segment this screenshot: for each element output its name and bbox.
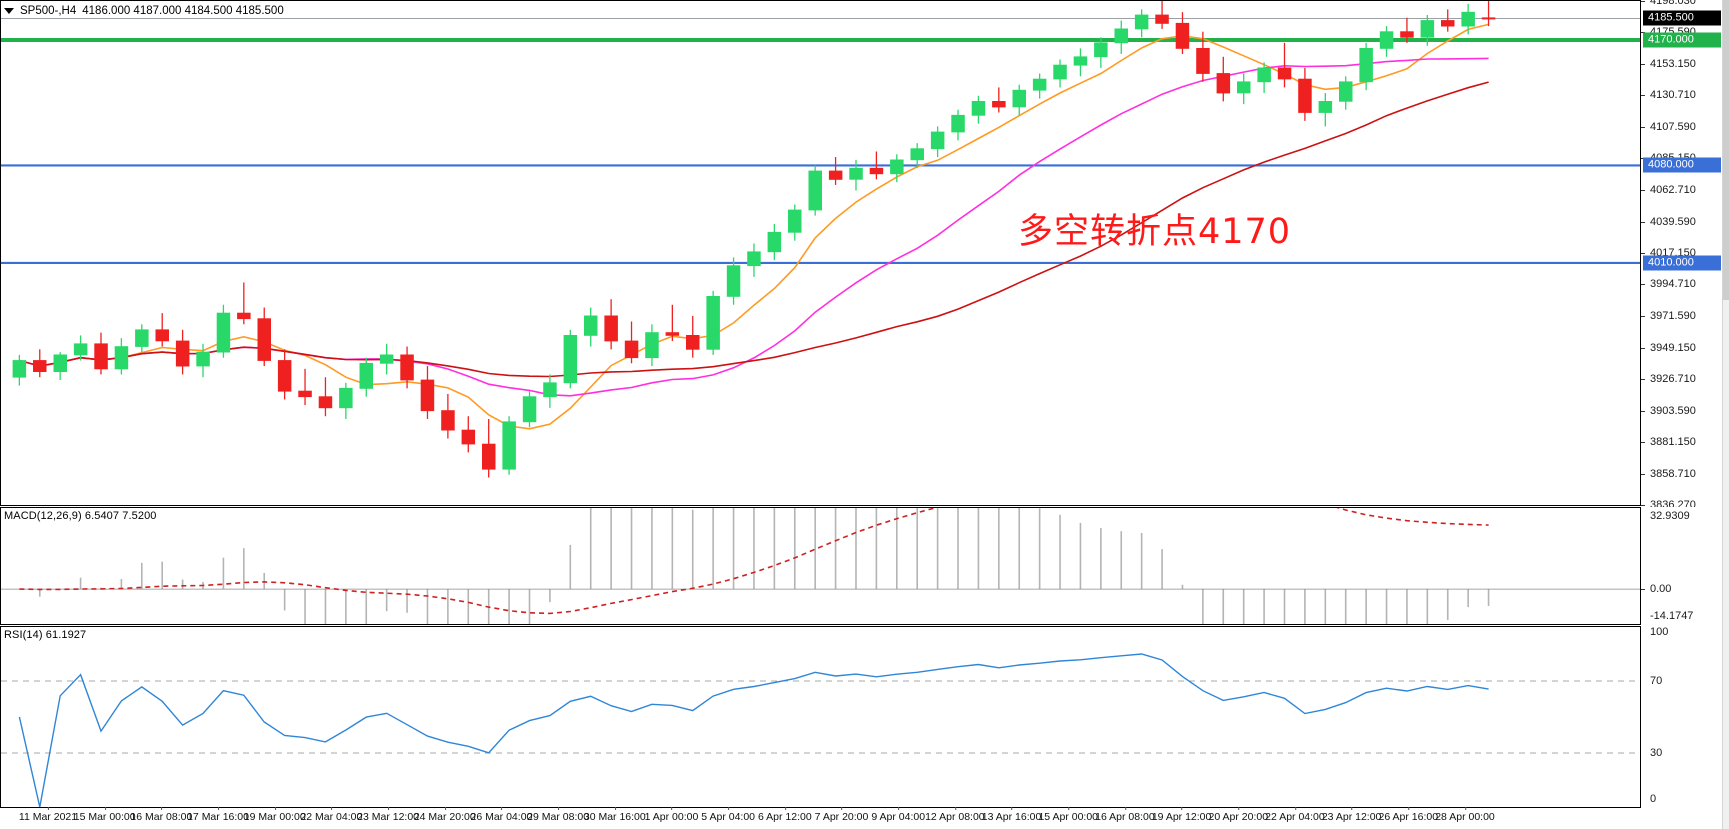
price-tick: 4130.710 — [1641, 89, 1696, 101]
time-tick: 12 Apr 08:00 — [925, 807, 985, 823]
time-tick: 22 Apr 04:00 — [1265, 807, 1325, 823]
scrollbar-thumb[interactable] — [1723, 0, 1729, 300]
time-tick: 13 Apr 16:00 — [981, 807, 1042, 823]
macd-label: MACD(12,26,9) 6.5407 7.5200 — [4, 510, 157, 522]
macd-tick: 32.9309 — [1650, 510, 1690, 522]
time-tick: 15 Apr 00:00 — [1038, 807, 1099, 823]
time-tick: 24 Mar 20:00 — [413, 807, 476, 823]
price-tick: 3994.710 — [1641, 278, 1696, 290]
macd-scale: 32.9309 0.00 -14.1747 — [1641, 507, 1725, 625]
symbol-header: SP500-,H4 4186.000 4187.000 4184.500 418… — [4, 5, 284, 17]
time-tick: 16 Mar 08:00 — [130, 807, 193, 823]
time-tick: 20 Apr 20:00 — [1208, 807, 1269, 823]
price-badge-last[interactable]: 4185.500 — [1643, 10, 1721, 26]
price-scale[interactable]: 4198.0304175.5904153.1504130.7104107.590… — [1641, 0, 1725, 511]
rsi-plot-svg — [1, 653, 1640, 807]
rsi-scale: 100 70 30 0 — [1641, 626, 1725, 808]
macd-panel[interactable] — [0, 507, 1641, 625]
rsi-canvas — [1, 627, 1640, 807]
price-tick: 3949.150 — [1641, 342, 1696, 354]
time-tick: 23 Apr 12:00 — [1321, 807, 1382, 823]
time-tick: 26 Apr 16:00 — [1378, 807, 1439, 823]
macd-tick: -14.1747 — [1650, 610, 1694, 622]
time-tick: 16 Apr 08:00 — [1095, 807, 1155, 823]
rsi-tick: 30 — [1650, 747, 1663, 759]
ohlc-values: 4186.000 4187.000 4184.500 4185.500 — [82, 5, 284, 17]
price-tick: 4039.590 — [1641, 216, 1696, 228]
price-tick: 3903.590 — [1641, 405, 1696, 417]
time-tick: 1 Apr 00:00 — [644, 807, 699, 823]
chart-annotation-text: 多空转折点4170 — [1018, 212, 1292, 252]
price-tick: 4062.710 — [1641, 184, 1696, 196]
rsi-tick: 100 — [1650, 626, 1669, 638]
time-tick: 29 Mar 08:00 — [527, 807, 590, 823]
rsi-tick: 0 — [1650, 793, 1657, 805]
rsi-panel[interactable] — [0, 626, 1641, 808]
time-tick: 6 Apr 12:00 — [757, 807, 812, 823]
price-tick: 3971.590 — [1641, 310, 1696, 322]
price-badge-blue[interactable]: 4080.000 — [1643, 157, 1721, 173]
time-tick: 11 Mar 2021 — [18, 807, 78, 823]
time-tick: 15 Mar 00:00 — [73, 807, 136, 823]
time-tick: 5 Apr 04:00 — [701, 807, 756, 823]
price-tick: 4153.150 — [1641, 58, 1696, 70]
time-tick: 22 Mar 04:00 — [300, 807, 363, 823]
price-chart-canvas — [1, 1, 1640, 505]
price-tick: 4198.030 — [1641, 0, 1696, 7]
price-tick: 3926.710 — [1641, 373, 1696, 385]
price-plot-svg — [1, 1, 1640, 478]
price-tick: 4107.590 — [1641, 121, 1696, 133]
macd-tick: 0.00 — [1641, 583, 1671, 595]
time-tick: 7 Apr 20:00 — [814, 807, 869, 823]
time-tick: 26 Mar 04:00 — [470, 807, 533, 823]
price-badge-blue[interactable]: 4010.000 — [1643, 255, 1721, 271]
time-tick: 19 Apr 12:00 — [1151, 807, 1212, 823]
time-tick: 9 Apr 04:00 — [871, 807, 926, 823]
price-chart-panel[interactable] — [0, 0, 1641, 506]
macd-plot-svg — [1, 508, 1640, 624]
time-axis[interactable]: 11 Mar 2021 15 Mar 00:00 16 Mar 08:00 17 Ma… — [0, 807, 1729, 829]
price-tick: 3881.150 — [1641, 436, 1696, 448]
symbol-name: SP500-,H4 — [20, 5, 77, 17]
time-tick: 17 Mar 16:00 — [187, 807, 249, 823]
time-tick: 30 Mar 16:00 — [583, 807, 646, 823]
triangle-down-icon[interactable] — [4, 8, 14, 14]
price-tick: 3858.710 — [1641, 468, 1696, 480]
price-badge-green[interactable]: 4170.000 — [1643, 32, 1721, 48]
vertical-scrollbar[interactable] — [1722, 0, 1729, 829]
time-tick: 23 Mar 12:00 — [357, 807, 420, 823]
time-tick: 19 Mar 00:00 — [243, 807, 306, 823]
macd-canvas — [1, 508, 1640, 624]
rsi-label: RSI(14) 61.1927 — [4, 629, 87, 641]
rsi-tick: 70 — [1650, 675, 1663, 687]
time-tick: 28 Apr 00:00 — [1435, 807, 1495, 823]
